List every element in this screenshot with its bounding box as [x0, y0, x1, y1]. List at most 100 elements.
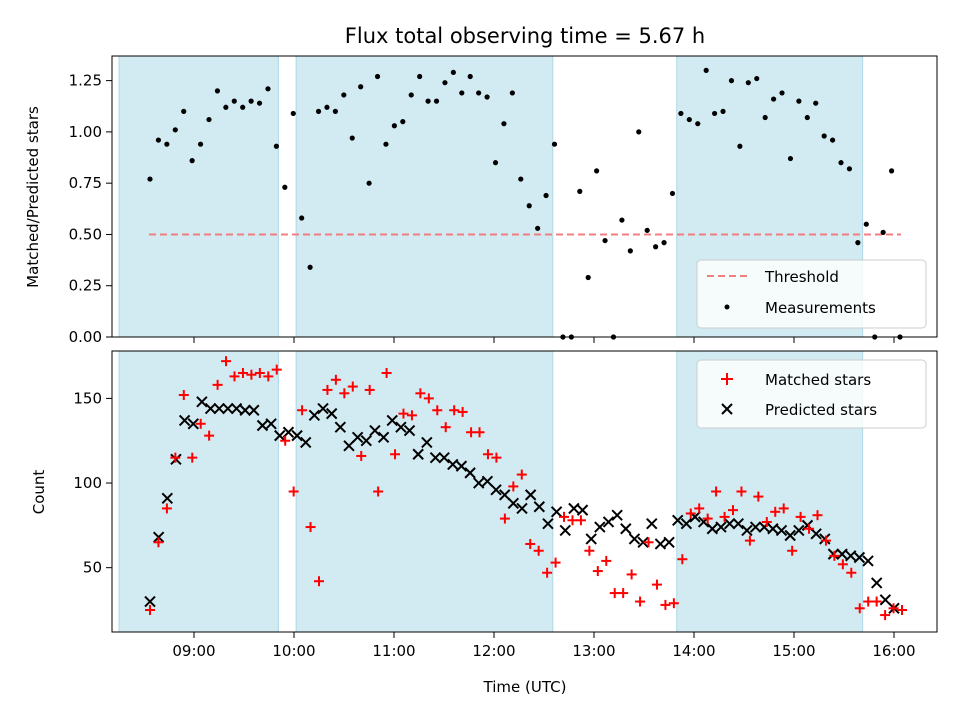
legend-measurement-label: Measurements — [765, 299, 876, 317]
measurement-point — [324, 104, 330, 110]
measurement-point — [290, 110, 296, 117]
x-axis-label: Time (UTC) — [483, 678, 567, 696]
matched-star-marker — [863, 596, 874, 607]
measurement-point — [459, 90, 465, 96]
matched-star-marker — [145, 604, 155, 615]
matched-star-marker — [719, 511, 730, 522]
matched-star-marker — [508, 481, 519, 492]
matched-star-marker — [449, 405, 460, 416]
predicted-star-marker — [559, 524, 571, 537]
observing-window-band — [118, 55, 279, 338]
matched-star-marker — [651, 579, 662, 590]
measurement-point — [341, 92, 347, 98]
predicted-star-marker — [386, 414, 398, 427]
predicted-star-marker — [836, 548, 848, 560]
matched-star-marker — [474, 427, 485, 438]
predicted-star-marker — [455, 460, 468, 472]
predicted-star-marker — [602, 516, 615, 528]
matched-star-marker — [237, 368, 248, 379]
matched-star-marker — [482, 449, 493, 460]
legend-measurement-swatch — [724, 304, 730, 310]
measurement-point — [240, 104, 246, 110]
top-x-ticks — [193, 337, 895, 343]
measurement-point — [467, 73, 473, 80]
measurement-point — [450, 69, 456, 76]
measurement-point — [535, 225, 541, 231]
matched-star-marker — [195, 418, 206, 429]
matched-star-marker — [330, 374, 341, 385]
measurement-point — [231, 98, 237, 104]
measurement-point — [374, 73, 381, 80]
measurement-point — [821, 133, 827, 139]
matched-star-marker — [685, 508, 696, 519]
matched-star-marker — [592, 566, 603, 577]
measurement-points — [147, 67, 903, 340]
bottom-axes-frame — [111, 350, 938, 633]
predicted-star-marker — [749, 521, 762, 533]
predicted-star-marker — [144, 595, 156, 608]
chart-title: Flux total observing time = 5.67 h — [345, 24, 705, 48]
measurement-point — [265, 86, 271, 92]
predicted-star-marker — [793, 524, 805, 537]
measurement-point — [307, 264, 313, 270]
matched-star-marker — [221, 356, 232, 367]
predicted-star-marker — [421, 436, 433, 449]
measurement-point — [754, 75, 760, 82]
matched-star-marker — [271, 364, 282, 375]
bottom-y-axis-label: Count — [30, 470, 48, 515]
predicted-star-marker — [628, 533, 641, 545]
matched-star-marker — [761, 516, 772, 527]
predicted-star-marker — [291, 429, 303, 442]
predicted-star-marker — [447, 458, 459, 471]
matched-star-marker — [516, 469, 527, 480]
matched-star-marker — [457, 406, 468, 417]
measurement-point — [273, 143, 280, 149]
predicted-star-marker — [845, 550, 857, 562]
predicted-star-marker — [429, 451, 442, 464]
legend-threshold-label: Threshold — [764, 268, 839, 286]
predicted-star-marker — [256, 419, 269, 432]
measurement-point — [256, 100, 263, 106]
y-tick-label: 1.25 — [69, 72, 102, 90]
matched-star-marker — [711, 486, 722, 497]
predicted-star-marker — [784, 529, 796, 542]
matched-star-marker — [415, 388, 426, 399]
top-y-ticks: 0.00 0.25 0.50 0.75 1.00 1.25 — [69, 72, 112, 346]
matched-star-marker — [491, 452, 502, 463]
measurement-point — [206, 116, 212, 123]
predicted-star-marker — [663, 536, 675, 548]
measurement-point — [695, 121, 701, 127]
predicted-star-marker — [611, 509, 623, 521]
measurement-point — [787, 155, 794, 162]
matched-star-marker — [466, 427, 477, 438]
predicted-star-marker — [741, 524, 753, 537]
predicted-star-marker — [680, 517, 693, 530]
measurement-point — [703, 67, 709, 73]
bottom-x-ticks: 09:00 10:00 11:00 12:00 13:00 14:00 15:00 16:00 — [172, 632, 916, 660]
matched-star-marker — [204, 430, 215, 441]
predicted-star-marker — [282, 426, 295, 438]
measurement-point — [737, 143, 743, 149]
predicted-star-marker — [438, 451, 450, 464]
measurement-point — [712, 110, 718, 117]
predicted-star-marker — [343, 440, 355, 452]
measurement-point — [627, 248, 633, 254]
predicted-star-marker — [516, 502, 528, 515]
matched-star-marker — [339, 388, 350, 399]
measurement-point — [551, 141, 558, 147]
measurement-point — [492, 160, 499, 166]
matched-star-marker — [837, 559, 848, 570]
predicted-star-marker — [265, 418, 277, 430]
predicted-star-marker — [230, 402, 243, 415]
matched-star-marker — [897, 604, 907, 615]
matched-star-marker — [381, 368, 392, 379]
predicted-star-marker — [239, 404, 251, 416]
measurement-point — [476, 90, 482, 96]
measurement-point — [425, 98, 431, 104]
predicted-star-marker — [542, 517, 554, 530]
matched-star-marker — [770, 506, 781, 517]
predicted-star-marker — [767, 523, 779, 535]
measurement-point — [366, 180, 372, 186]
predicted-star-marker — [853, 551, 866, 564]
predicted-star-marker — [715, 521, 727, 533]
